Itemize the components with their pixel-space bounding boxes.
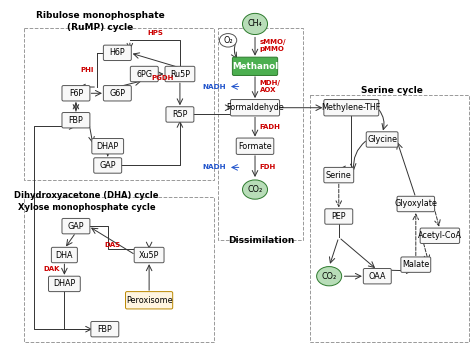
- FancyBboxPatch shape: [401, 257, 431, 272]
- Text: PGDH: PGDH: [151, 75, 173, 81]
- Text: Ribulose monophosphate
(RuMP) cycle: Ribulose monophosphate (RuMP) cycle: [36, 11, 164, 32]
- Text: FADH: FADH: [260, 124, 281, 130]
- Text: Glyoxylate: Glyoxylate: [394, 199, 437, 209]
- FancyBboxPatch shape: [62, 85, 90, 101]
- Text: CO₂: CO₂: [247, 185, 263, 194]
- FancyBboxPatch shape: [397, 196, 435, 212]
- FancyBboxPatch shape: [230, 100, 280, 116]
- FancyBboxPatch shape: [166, 107, 194, 122]
- FancyBboxPatch shape: [364, 268, 391, 284]
- Bar: [24, 28, 214, 180]
- Text: DAK: DAK: [43, 267, 60, 272]
- Text: O₂: O₂: [223, 36, 233, 45]
- Text: G6P: G6P: [109, 89, 125, 98]
- Text: CO₂: CO₂: [321, 272, 337, 281]
- Ellipse shape: [243, 180, 267, 199]
- Text: Xu5P: Xu5P: [139, 251, 159, 260]
- Text: Ru5P: Ru5P: [170, 69, 190, 79]
- Text: sMMO/
pMMO: sMMO/ pMMO: [260, 39, 286, 52]
- FancyBboxPatch shape: [103, 45, 131, 61]
- Text: NADH: NADH: [202, 164, 226, 171]
- FancyBboxPatch shape: [103, 85, 131, 101]
- FancyBboxPatch shape: [236, 138, 274, 155]
- Text: DHA: DHA: [55, 251, 73, 260]
- Ellipse shape: [317, 267, 342, 286]
- FancyBboxPatch shape: [232, 57, 278, 75]
- Text: FBP: FBP: [69, 116, 83, 125]
- Text: H6P: H6P: [109, 48, 125, 57]
- Text: Glycine: Glycine: [367, 135, 397, 144]
- FancyBboxPatch shape: [420, 228, 460, 244]
- Text: Dissimilation: Dissimilation: [228, 236, 295, 245]
- Text: DHAP: DHAP: [53, 279, 75, 288]
- FancyBboxPatch shape: [48, 276, 80, 292]
- Bar: [24, 197, 214, 342]
- Text: HPS: HPS: [147, 31, 163, 36]
- Text: Formaldehyde: Formaldehyde: [226, 103, 284, 112]
- Text: PEP: PEP: [331, 212, 346, 221]
- Text: GAP: GAP: [100, 161, 116, 170]
- Text: Serine cycle: Serine cycle: [361, 85, 423, 95]
- Text: F6P: F6P: [69, 89, 83, 98]
- FancyBboxPatch shape: [130, 66, 158, 82]
- Text: GAP: GAP: [68, 222, 84, 231]
- FancyBboxPatch shape: [62, 219, 90, 234]
- Text: CH₄: CH₄: [247, 20, 263, 28]
- FancyBboxPatch shape: [51, 247, 77, 263]
- FancyBboxPatch shape: [134, 247, 164, 263]
- Text: Peroxisome: Peroxisome: [126, 296, 173, 305]
- FancyBboxPatch shape: [324, 100, 379, 116]
- Text: Dihydroxyacetone (DHA) cycle
Xylose monophosphate cycle: Dihydroxyacetone (DHA) cycle Xylose mono…: [14, 192, 159, 211]
- FancyBboxPatch shape: [92, 138, 124, 154]
- Ellipse shape: [219, 33, 237, 47]
- FancyBboxPatch shape: [325, 209, 353, 224]
- Text: Formate: Formate: [238, 142, 272, 151]
- Text: Acetyl-CoA: Acetyl-CoA: [418, 231, 462, 240]
- Text: FBP: FBP: [98, 325, 112, 334]
- FancyBboxPatch shape: [324, 167, 354, 183]
- Bar: [310, 95, 469, 342]
- FancyBboxPatch shape: [165, 66, 195, 82]
- Text: 6PG: 6PG: [137, 69, 152, 79]
- Ellipse shape: [243, 14, 267, 35]
- Text: DHAP: DHAP: [97, 142, 119, 151]
- Text: OAA: OAA: [369, 272, 386, 281]
- Text: FDH: FDH: [260, 164, 276, 171]
- Text: MDH/
AOX: MDH/ AOX: [260, 80, 281, 93]
- FancyBboxPatch shape: [62, 112, 90, 128]
- Text: Serine: Serine: [326, 171, 352, 180]
- Text: Methylene-THF: Methylene-THF: [322, 103, 381, 112]
- FancyBboxPatch shape: [91, 321, 119, 337]
- Text: PHI: PHI: [80, 67, 93, 73]
- FancyBboxPatch shape: [94, 158, 122, 173]
- Bar: [219, 28, 303, 240]
- Text: DAS: DAS: [104, 242, 120, 248]
- FancyBboxPatch shape: [366, 132, 398, 147]
- FancyBboxPatch shape: [126, 292, 173, 309]
- Text: Malate: Malate: [402, 260, 429, 269]
- Text: Methanol: Methanol: [232, 62, 278, 71]
- Text: R5P: R5P: [172, 110, 188, 119]
- Text: NADH: NADH: [202, 84, 226, 89]
